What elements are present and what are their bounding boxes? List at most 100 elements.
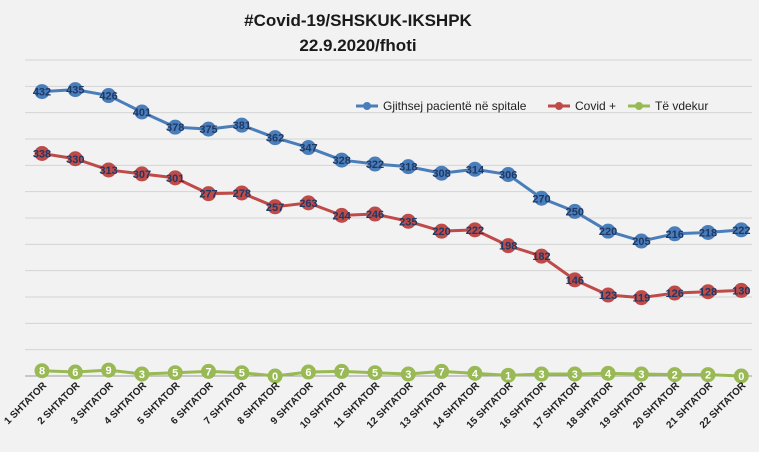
data-point — [67, 364, 83, 380]
data-point — [234, 365, 250, 381]
data-point — [34, 145, 50, 161]
data-label: 314 — [466, 164, 485, 176]
data-point — [534, 190, 549, 206]
chart-title: #Covid-19/SHSKUK-IKSHPK — [244, 11, 472, 30]
legend-marker — [555, 102, 563, 110]
data-point — [101, 362, 117, 378]
data-point — [667, 226, 683, 242]
data-label: 235 — [399, 216, 417, 228]
data-label: 3 — [538, 369, 544, 381]
data-label: 5 — [172, 368, 178, 380]
data-label: 6 — [72, 367, 78, 379]
data-label: 7 — [339, 366, 345, 378]
data-point — [67, 151, 83, 167]
data-point — [334, 207, 350, 223]
data-label: 216 — [666, 229, 684, 241]
data-point — [267, 199, 283, 215]
data-point — [367, 206, 383, 222]
data-point — [434, 165, 450, 181]
data-point — [134, 166, 150, 182]
data-point — [167, 170, 183, 186]
data-label: 126 — [666, 288, 684, 300]
data-point — [400, 159, 416, 175]
data-point — [201, 363, 216, 379]
data-point — [400, 366, 416, 382]
data-point — [733, 282, 749, 298]
data-label: 7 — [205, 366, 211, 378]
data-label: 5 — [239, 368, 245, 380]
data-label: 3 — [405, 369, 411, 381]
legend-marker — [363, 102, 371, 110]
data-point — [300, 364, 316, 380]
data-label: 218 — [699, 227, 717, 239]
data-point — [167, 119, 183, 135]
data-point — [600, 365, 616, 381]
data-point — [134, 104, 150, 120]
data-point — [700, 367, 716, 383]
data-point — [534, 366, 549, 382]
data-point — [234, 117, 250, 133]
data-label: 128 — [699, 287, 717, 299]
data-label: 198 — [499, 241, 517, 253]
legend: Gjithsej pacientë në spitale Covid + Të vd… — [356, 99, 708, 113]
data-point — [101, 162, 117, 178]
data-point — [534, 248, 549, 264]
data-label: 263 — [299, 198, 317, 210]
data-point — [700, 224, 716, 240]
data-point — [700, 284, 716, 300]
chart-subtitle: 22.9.2020/fhoti — [299, 36, 416, 55]
data-point — [600, 287, 616, 303]
data-label: 220 — [599, 226, 617, 238]
data-label: 301 — [166, 173, 184, 185]
data-label: 0 — [738, 371, 744, 383]
data-point — [367, 156, 383, 172]
data-point — [667, 285, 683, 301]
data-label: 378 — [166, 122, 184, 134]
data-point — [300, 140, 316, 156]
data-label: 130 — [732, 285, 750, 297]
data-point — [101, 88, 117, 104]
data-label: 328 — [333, 155, 351, 167]
data-label: 362 — [266, 133, 284, 145]
data-point — [500, 238, 516, 254]
data-point — [300, 195, 316, 211]
data-point — [134, 366, 150, 382]
data-label: 426 — [99, 91, 117, 103]
data-label: 3 — [139, 369, 145, 381]
data-label: 119 — [633, 293, 651, 305]
data-point — [467, 161, 483, 177]
data-point — [400, 213, 416, 229]
data-point — [334, 152, 350, 168]
data-point — [733, 222, 749, 238]
data-label: 318 — [399, 162, 417, 174]
data-point — [667, 367, 683, 383]
legend-label: Covid + — [575, 99, 616, 113]
data-label: 222 — [466, 225, 484, 237]
data-point — [201, 121, 216, 137]
data-point — [633, 290, 649, 306]
data-label: 220 — [432, 226, 450, 238]
data-label: 222 — [732, 225, 750, 237]
data-point — [267, 130, 283, 146]
data-label: 2 — [705, 370, 711, 382]
data-label: 347 — [299, 143, 317, 155]
data-point — [467, 365, 483, 381]
data-label: 313 — [99, 165, 117, 177]
series-1: 338 330 313 307 301 277 278 257 263 244 246 235 220 2… — [33, 145, 750, 306]
series-line — [41, 368, 742, 378]
data-point — [434, 223, 450, 239]
data-point — [467, 222, 483, 238]
data-label: 2 — [672, 370, 678, 382]
data-point — [34, 84, 50, 100]
data-label: 146 — [566, 275, 584, 287]
data-label: 7 — [439, 366, 445, 378]
data-label: 277 — [199, 189, 217, 201]
data-label: 432 — [33, 87, 51, 99]
data-point — [367, 365, 383, 381]
data-point — [567, 366, 583, 382]
data-label: 244 — [333, 210, 352, 222]
data-label: 338 — [33, 148, 51, 160]
data-point — [500, 167, 516, 183]
